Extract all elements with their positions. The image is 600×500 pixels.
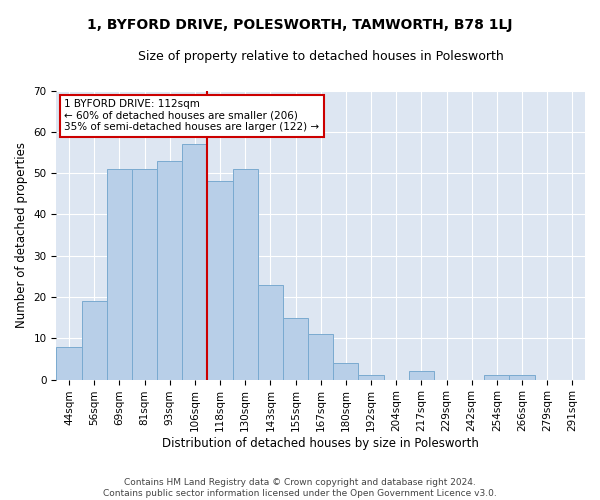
Title: Size of property relative to detached houses in Polesworth: Size of property relative to detached ho…: [138, 50, 503, 63]
Bar: [484, 376, 509, 380]
Bar: [409, 372, 434, 380]
Bar: [56, 346, 82, 380]
Text: 1 BYFORD DRIVE: 112sqm
← 60% of detached houses are smaller (206)
35% of semi-de: 1 BYFORD DRIVE: 112sqm ← 60% of detached…: [64, 99, 319, 132]
Y-axis label: Number of detached properties: Number of detached properties: [15, 142, 28, 328]
Bar: [333, 363, 358, 380]
X-axis label: Distribution of detached houses by size in Polesworth: Distribution of detached houses by size …: [162, 437, 479, 450]
Bar: [308, 334, 333, 380]
Bar: [233, 169, 258, 380]
Text: Contains HM Land Registry data © Crown copyright and database right 2024.
Contai: Contains HM Land Registry data © Crown c…: [103, 478, 497, 498]
Bar: [107, 169, 132, 380]
Bar: [208, 182, 233, 380]
Text: 1, BYFORD DRIVE, POLESWORTH, TAMWORTH, B78 1LJ: 1, BYFORD DRIVE, POLESWORTH, TAMWORTH, B…: [87, 18, 513, 32]
Bar: [182, 144, 208, 380]
Bar: [358, 376, 383, 380]
Bar: [157, 161, 182, 380]
Bar: [283, 318, 308, 380]
Bar: [132, 169, 157, 380]
Bar: [258, 284, 283, 380]
Bar: [509, 376, 535, 380]
Bar: [82, 301, 107, 380]
